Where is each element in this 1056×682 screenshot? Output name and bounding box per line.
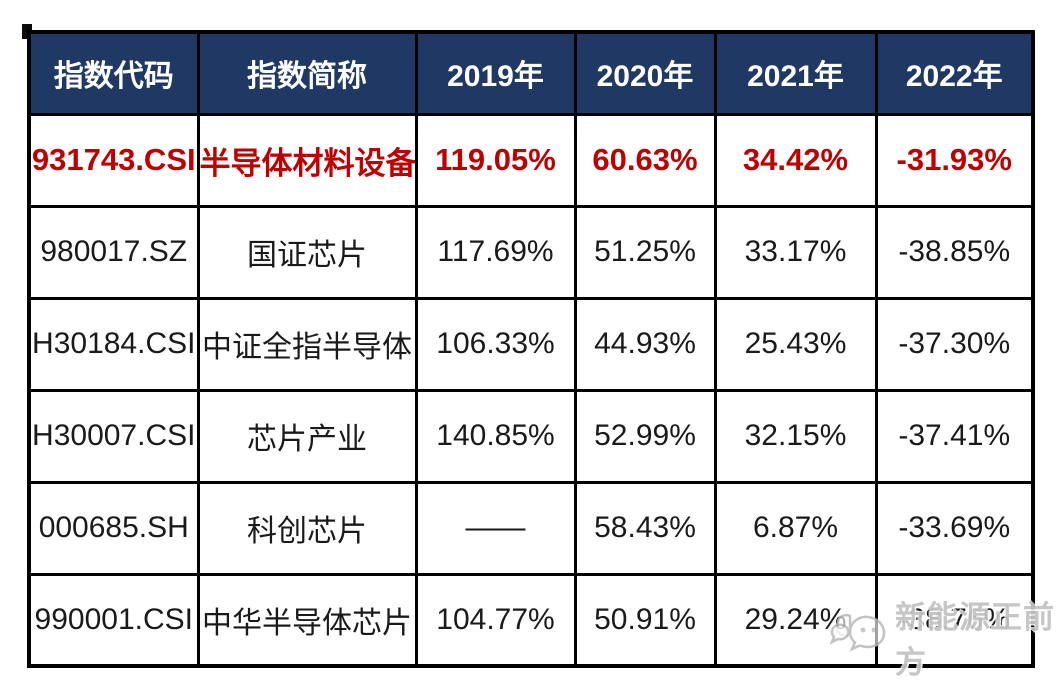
cell-return-2021: 32.15%: [713, 388, 878, 484]
cell-index-code: 990001.CSI: [27, 572, 200, 668]
column-header-return-2021: 2021年: [713, 30, 878, 116]
cell-return-2019: 119.05%: [414, 112, 577, 208]
cell-return-2021: 33.17%: [713, 204, 878, 300]
table-header: 指数代码 指数简称 2019年 2020年 2021年 2022年: [27, 30, 1035, 116]
cell-return-2019: ——: [414, 480, 577, 576]
cell-return-2020: 44.93%: [573, 296, 717, 392]
cell-index-code: 980017.SZ: [27, 204, 200, 300]
cell-index-name: 科创芯片: [196, 480, 418, 576]
cell-return-2022: -38.76%: [874, 572, 1035, 668]
cell-return-2020: 60.63%: [573, 112, 717, 208]
cell-return-2019: 106.33%: [414, 296, 577, 392]
column-header-index-name: 指数简称: [196, 30, 418, 116]
cell-return-2022: -31.93%: [874, 112, 1035, 208]
table-body: 931743.CSI 半导体材料设备 119.05% 60.63% 34.42% -31.…: [27, 112, 1035, 668]
cell-return-2021: 34.42%: [713, 112, 878, 208]
cell-return-2022: -37.41%: [874, 388, 1035, 484]
cell-index-name: 中证全指半导体: [196, 296, 418, 392]
cell-return-2022: -38.85%: [874, 204, 1035, 300]
index-returns-table: 指数代码 指数简称 2019年 2020年 2021年 2022年 931743.CSI 半…: [27, 30, 1035, 668]
table-row: H30184.CSI 中证全指半导体 106.33% 44.93% 25.43% -37.…: [27, 296, 1035, 392]
cell-return-2019: 140.85%: [414, 388, 577, 484]
cell-return-2020: 50.91%: [573, 572, 717, 668]
header-row: 指数代码 指数简称 2019年 2020年 2021年 2022年: [27, 30, 1035, 116]
table-row: 980017.SZ 国证芯片 117.69% 51.25% 33.17% -38.85%: [27, 204, 1035, 300]
table-row: H30007.CSI 芯片产业 140.85% 52.99% 32.15% -37.41%: [27, 388, 1035, 484]
cell-index-code: H30184.CSI: [27, 296, 200, 392]
cell-return-2020: 58.43%: [573, 480, 717, 576]
column-header-return-2020: 2020年: [573, 30, 717, 116]
cell-return-2021: 6.87%: [713, 480, 878, 576]
cell-return-2019: 104.77%: [414, 572, 577, 668]
cell-index-code: H30007.CSI: [27, 388, 200, 484]
cell-return-2021: 25.43%: [713, 296, 878, 392]
cell-index-name: 半导体材料设备: [196, 112, 418, 208]
cell-index-name: 中华半导体芯片: [196, 572, 418, 668]
cell-return-2020: 51.25%: [573, 204, 717, 300]
cell-index-code: 000685.SH: [27, 480, 200, 576]
table-row: 990001.CSI 中华半导体芯片 104.77% 50.91% 29.24% -38.…: [27, 572, 1035, 668]
cell-index-name: 国证芯片: [196, 204, 418, 300]
column-header-index-code: 指数代码: [27, 30, 200, 116]
cell-index-name: 芯片产业: [196, 388, 418, 484]
column-header-return-2019: 2019年: [414, 30, 577, 116]
cell-return-2022: -33.69%: [874, 480, 1035, 576]
cell-return-2021: 29.24%: [713, 572, 878, 668]
table-row: 931743.CSI 半导体材料设备 119.05% 60.63% 34.42% -31.…: [27, 112, 1035, 208]
column-header-return-2022: 2022年: [874, 30, 1035, 116]
table-row: 000685.SH 科创芯片 —— 58.43% 6.87% -33.69%: [27, 480, 1035, 576]
cell-return-2019: 117.69%: [414, 204, 577, 300]
cell-return-2022: -37.30%: [874, 296, 1035, 392]
cell-index-code: 931743.CSI: [27, 112, 200, 208]
cell-return-2020: 52.99%: [573, 388, 717, 484]
